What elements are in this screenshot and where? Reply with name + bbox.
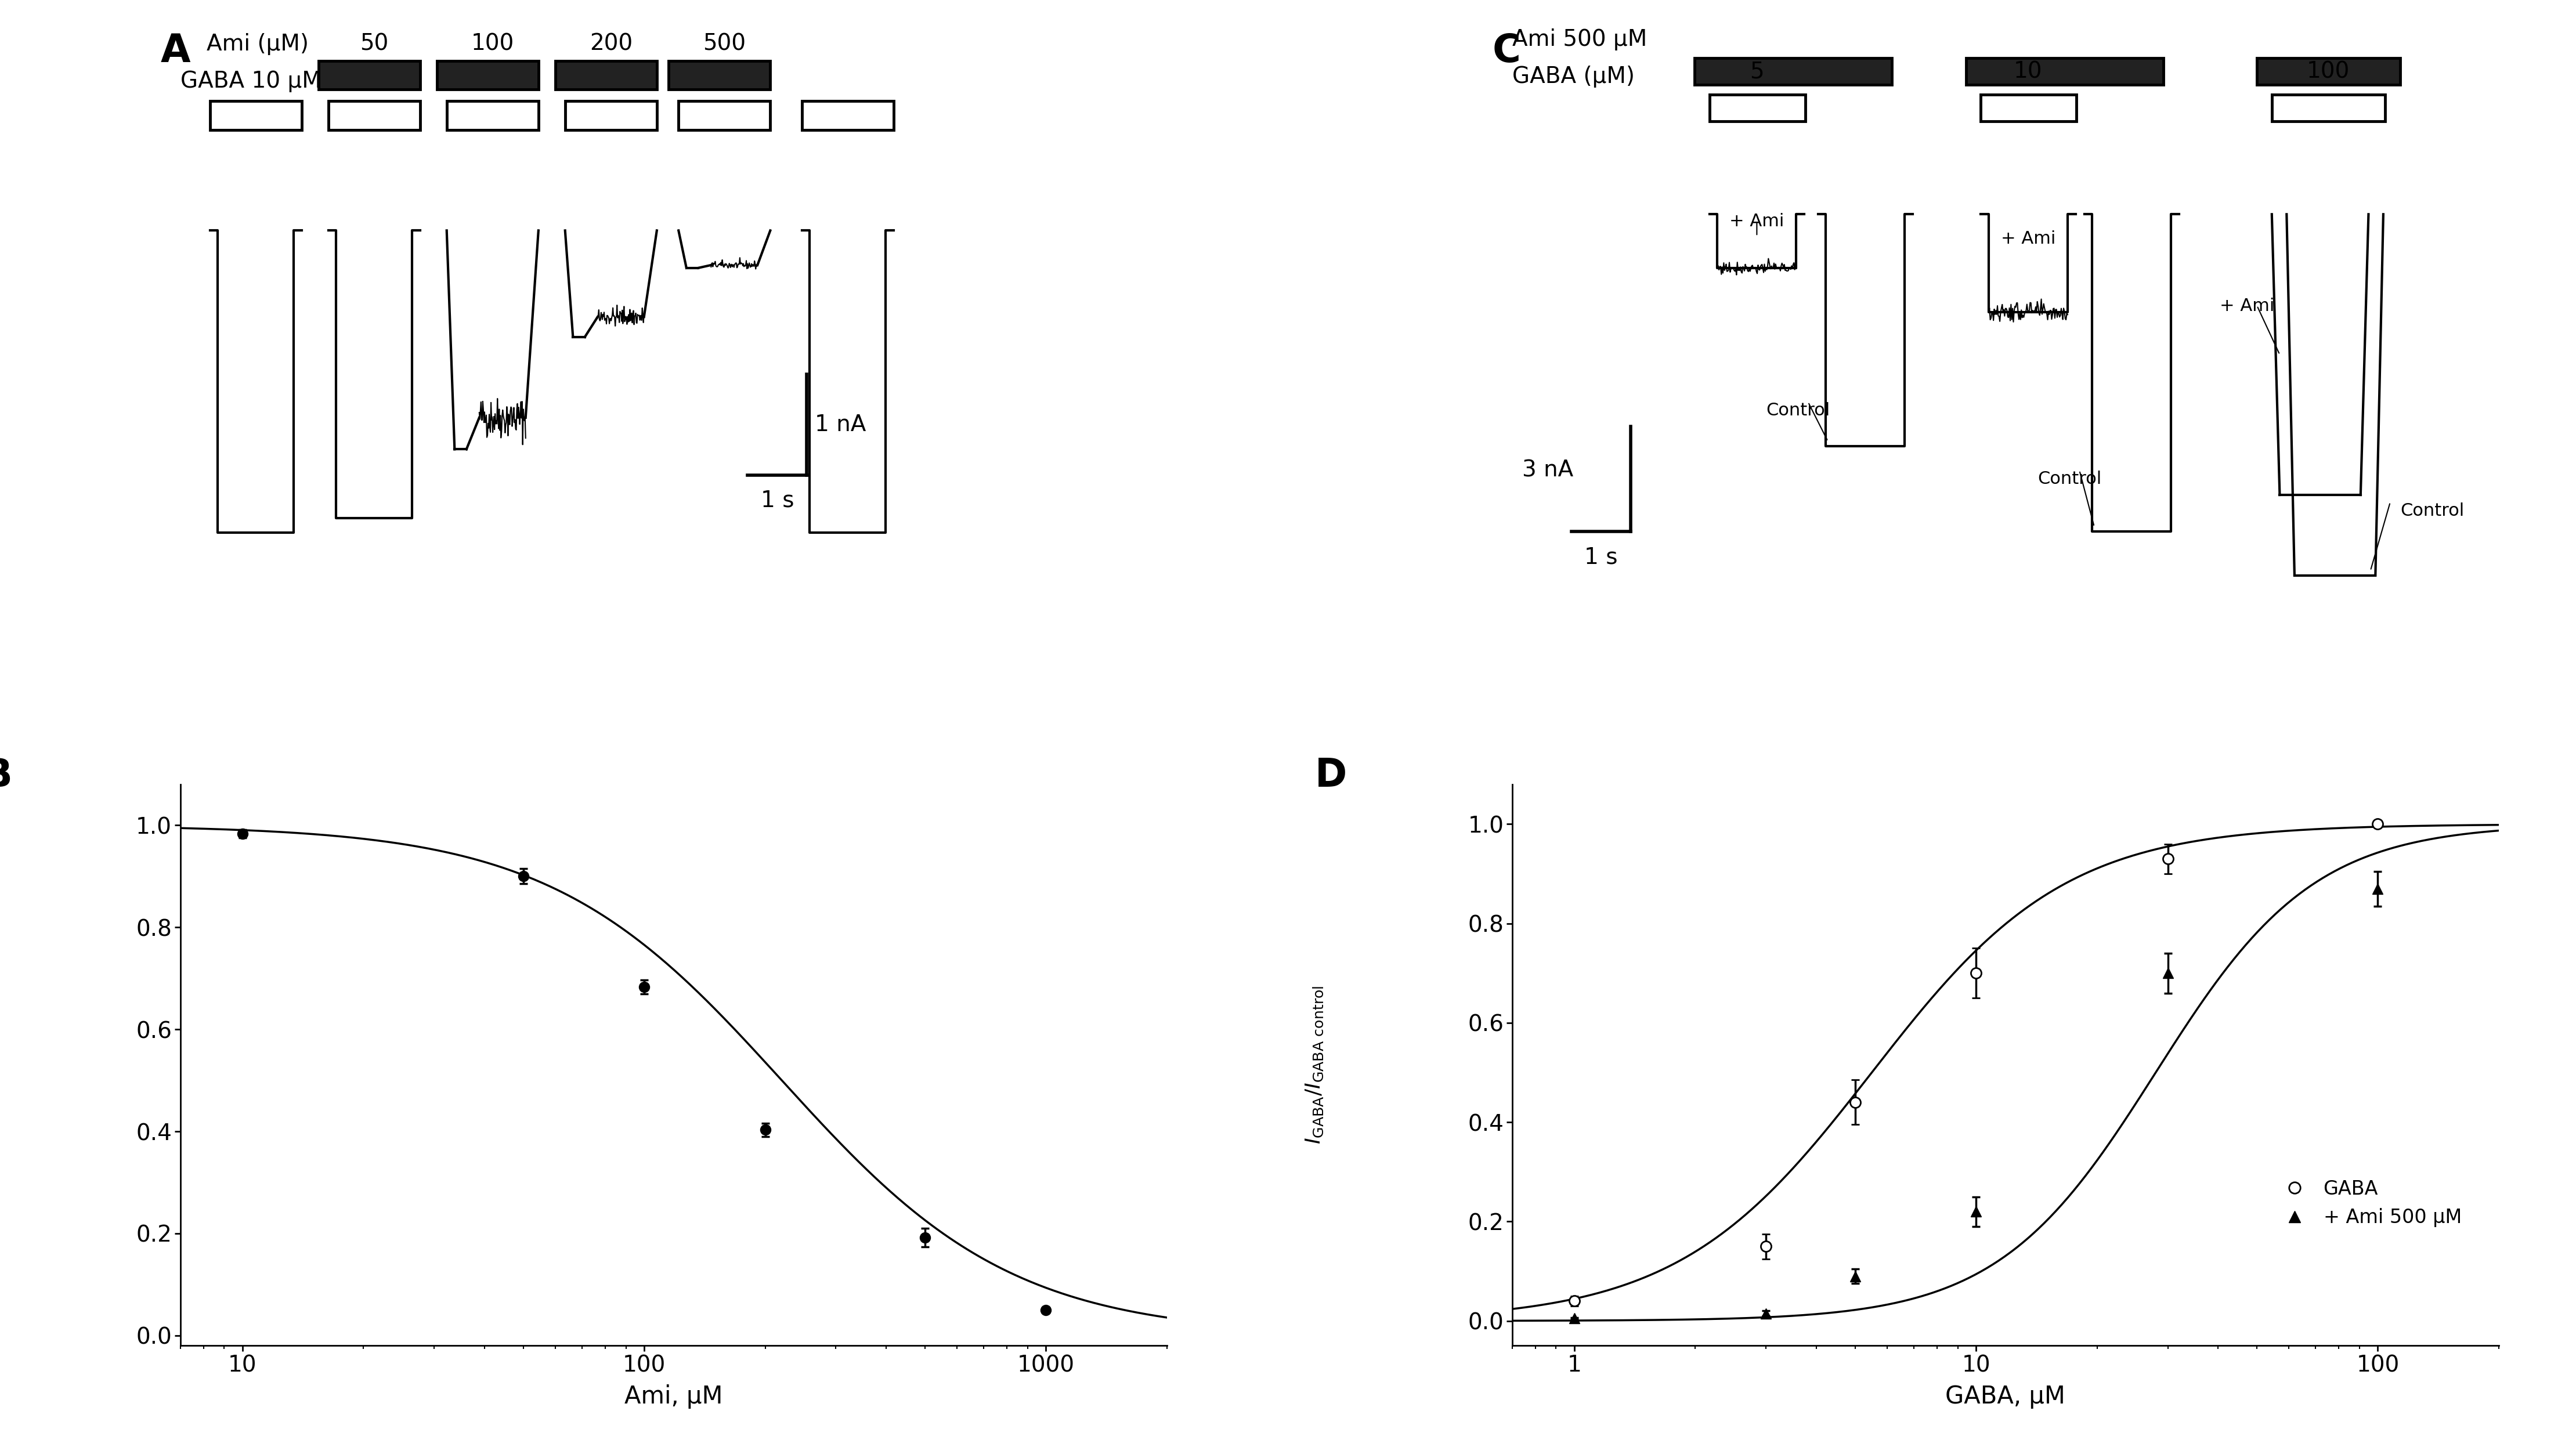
- Bar: [1965, 58, 2164, 85]
- Text: GABA (μM): GABA (μM): [1512, 65, 1636, 87]
- Text: $\mathit{I}_{\rm GABA}/\mathit{I}_{\rm GABA\ control}$: $\mathit{I}_{\rm GABA}/\mathit{I}_{\rm G…: [1303, 985, 1324, 1145]
- Text: B: B: [0, 757, 13, 794]
- Text: + Ami: + Ami: [2221, 298, 2275, 314]
- Bar: [2257, 58, 2401, 85]
- Text: D: D: [1314, 757, 1347, 794]
- Text: C: C: [1492, 32, 1520, 71]
- Text: 10: 10: [2014, 61, 2043, 82]
- X-axis label: GABA, μM: GABA, μM: [1945, 1385, 2066, 1408]
- Bar: [556, 61, 657, 90]
- X-axis label: Ami, μM: Ami, μM: [623, 1385, 724, 1408]
- Text: 1 s: 1 s: [1584, 546, 1618, 569]
- Bar: [446, 101, 538, 130]
- Text: 100: 100: [2306, 61, 2349, 82]
- Bar: [670, 61, 770, 90]
- Text: 100: 100: [471, 33, 515, 55]
- Text: + Ami: + Ami: [1728, 213, 1785, 230]
- Text: Control: Control: [1767, 402, 1832, 420]
- Text: + Ami: + Ami: [2002, 230, 2056, 247]
- Text: Ami 500 μM: Ami 500 μM: [1512, 29, 1646, 51]
- Bar: [564, 101, 657, 130]
- Text: 5: 5: [1749, 61, 1765, 82]
- Text: GABA 10 μM: GABA 10 μM: [180, 71, 322, 93]
- Text: Control: Control: [2401, 502, 2465, 519]
- Bar: [801, 101, 894, 130]
- Text: 1 nA: 1 nA: [814, 414, 866, 436]
- Text: 50: 50: [361, 33, 389, 55]
- Text: 1 s: 1 s: [760, 489, 793, 512]
- Bar: [677, 101, 770, 130]
- Text: Control: Control: [2038, 470, 2102, 488]
- Bar: [1710, 94, 1806, 122]
- Bar: [1981, 94, 2076, 122]
- Bar: [327, 101, 420, 130]
- Text: 200: 200: [590, 33, 634, 55]
- Text: 500: 500: [703, 33, 747, 55]
- Bar: [438, 61, 538, 90]
- Bar: [1695, 58, 1891, 85]
- Text: Ami (μM): Ami (μM): [206, 33, 309, 55]
- Text: 3 nA: 3 nA: [1522, 460, 1574, 482]
- Legend: GABA, + Ami 500 μM: GABA, + Ami 500 μM: [2267, 1172, 2470, 1234]
- Text: A: A: [160, 32, 191, 71]
- Bar: [2272, 94, 2385, 122]
- Bar: [209, 101, 301, 130]
- Bar: [319, 61, 420, 90]
